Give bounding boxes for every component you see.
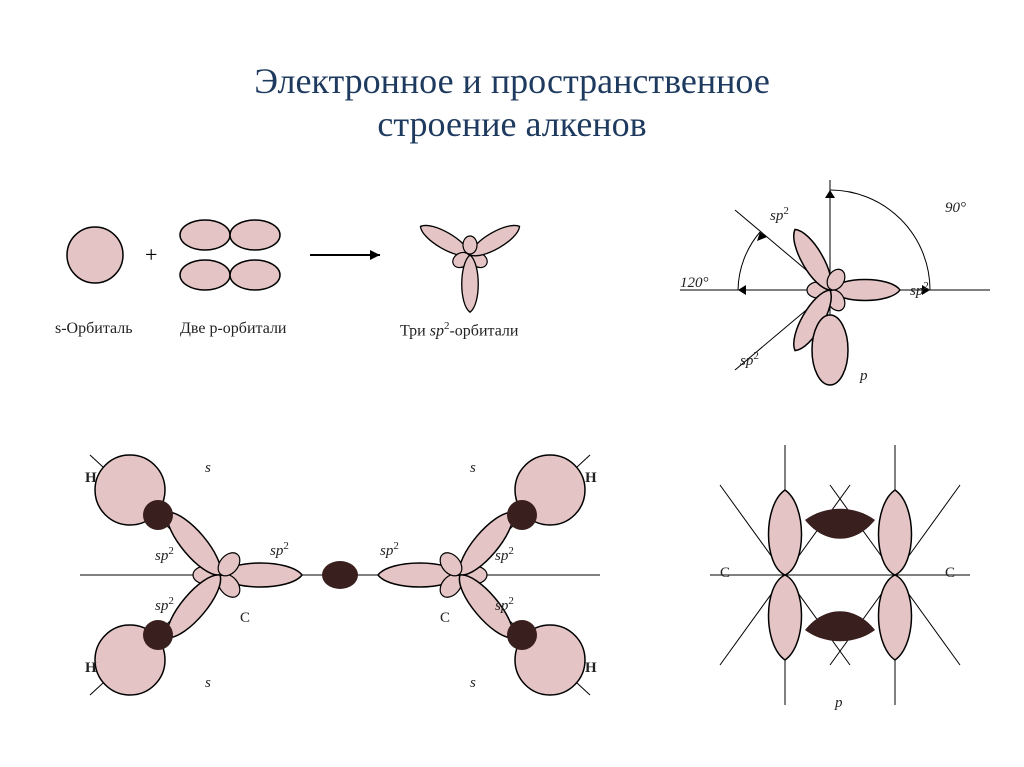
s-ur: s (470, 460, 476, 477)
geom-p: p (860, 368, 868, 385)
pi-p: p (835, 695, 843, 712)
sp2-orbital-label: Три sp2-орбитали (400, 320, 518, 340)
title-line-2: строение алкенов (377, 104, 646, 144)
svg-text:+: + (145, 242, 157, 267)
title-line-1: Электронное и пространственное (254, 61, 770, 101)
geom-sp2-2: sp2 (910, 280, 929, 300)
sp2-l2: sp2 (155, 595, 174, 615)
p-orbital-label: Две p-орбитали (180, 320, 286, 338)
H-ur: H (585, 470, 597, 487)
C-left: C (240, 610, 250, 627)
page-title: Электронное и пространственное строение … (0, 60, 1024, 146)
pi-overlap (700, 435, 980, 715)
angle-90: 90° (945, 200, 966, 217)
sp2-r2: sp2 (495, 595, 514, 615)
pi-C-right: C (945, 565, 955, 582)
sp2-m1: sp2 (270, 540, 289, 560)
C-right: C (440, 610, 450, 627)
geom-sp2-3: sp2 (740, 350, 759, 370)
molecule-sigma (60, 415, 620, 735)
s-ul: s (205, 460, 211, 477)
angle-120: 120° (680, 275, 709, 292)
pi-C-left: C (720, 565, 730, 582)
H-ul: H (85, 470, 97, 487)
s-orbital-label: s-Орбиталь (55, 320, 133, 338)
geom-sp2-1: sp2 (770, 205, 789, 225)
H-ll: H (85, 660, 97, 677)
H-lr: H (585, 660, 597, 677)
s-ll: s (205, 675, 211, 692)
sp2-l1: sp2 (155, 545, 174, 565)
row1-diagram: + (40, 190, 600, 320)
s-lr: s (470, 675, 476, 692)
sp2-m2: sp2 (380, 540, 399, 560)
sp2-r1: sp2 (495, 545, 514, 565)
